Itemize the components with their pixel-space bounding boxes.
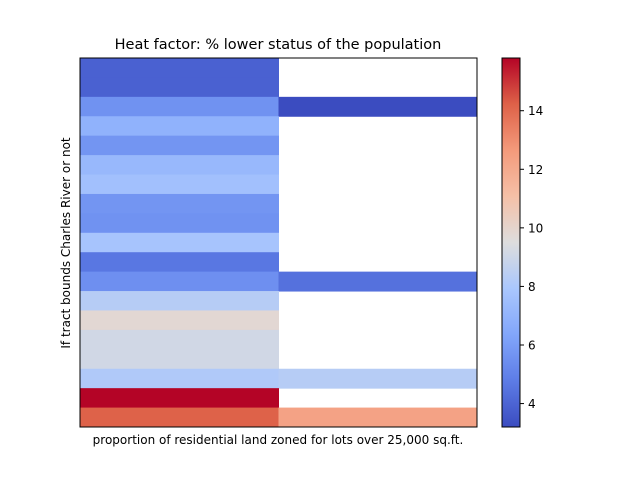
heatmap-cell [278, 368, 478, 389]
heatmap-cell [80, 291, 279, 311]
y-axis-label: If tract bounds Charles River or not [59, 137, 73, 349]
heatmap-cell [80, 193, 279, 214]
colorbar-tick-label: 12 [528, 163, 543, 177]
colorbar-tick-label: 14 [528, 104, 543, 118]
heatmap-cell [80, 116, 279, 137]
heatmap-cell [80, 77, 279, 98]
heatmap-cell [278, 407, 478, 428]
heatmap-cell [80, 213, 279, 234]
heatmap-cell [80, 271, 279, 292]
heatmap-cell [80, 58, 279, 78]
heatmap-cell [278, 96, 478, 117]
heatmap-cell [80, 368, 279, 389]
heatmap-cell [80, 135, 279, 156]
colorbar [501, 57, 521, 428]
heatmap-cells [80, 58, 478, 428]
heatmap-cell [278, 271, 478, 292]
colorbar-tick-label: 6 [528, 339, 536, 353]
heatmap-cell [80, 388, 279, 409]
x-axis-label: proportion of residential land zoned for… [93, 433, 464, 447]
heatmap-cell [80, 174, 279, 195]
heatmap-cell [80, 407, 279, 428]
colorbar-ticks: 4 6 8 10 12 14 [520, 104, 543, 411]
heatmap-cell [80, 310, 279, 331]
heatmap-cell [80, 329, 279, 350]
heatmap-cell [80, 349, 279, 370]
colorbar-tick-label: 4 [528, 397, 536, 411]
chart-title: Heat factor: % lower status of the popul… [115, 37, 442, 53]
colorbar-tick-label: 8 [528, 280, 536, 294]
heatmap-cell [80, 96, 279, 117]
colorbar-tick-label: 10 [528, 221, 543, 235]
heatmap-cell [80, 155, 279, 176]
heatmap-cell [80, 252, 279, 273]
plot-frame [79, 57, 478, 428]
heatmap-cell [80, 232, 279, 253]
